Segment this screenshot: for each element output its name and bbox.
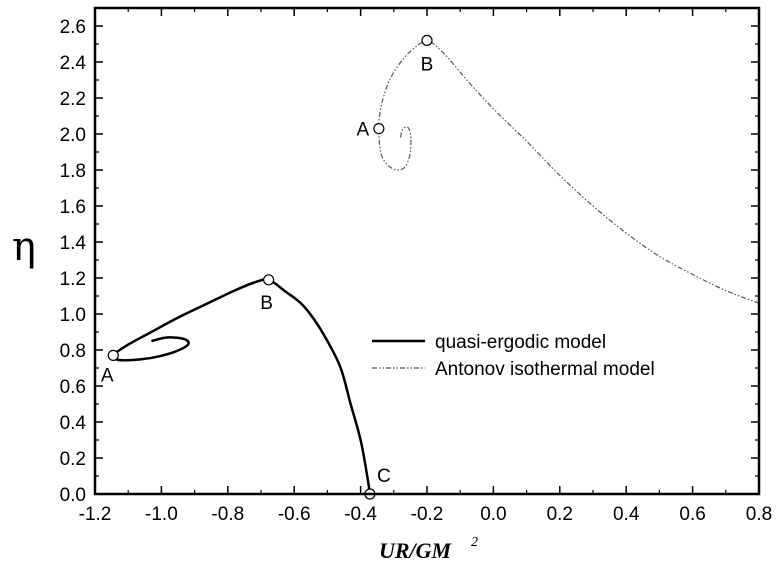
- y-tick-label: 0.0: [60, 485, 86, 506]
- x-tick-label: -0.2: [411, 504, 444, 525]
- marker-label-a: A: [101, 365, 114, 386]
- x-tick-label: 0.0: [480, 504, 506, 525]
- legend-label-quasi-ergodic: quasi-ergodic model: [435, 332, 606, 353]
- y-tick-label: 2.0: [60, 125, 86, 146]
- x-axis-label: UR/GM 2: [379, 535, 478, 563]
- x-axis-label-superscript: 2: [471, 535, 478, 550]
- x-tick-label: 0.2: [547, 504, 573, 525]
- marker-label-b: B: [260, 293, 273, 314]
- legend: quasi-ergodic model Antonov isothermal m…: [372, 332, 655, 380]
- series-line-quasi-ergodic: [111, 278, 372, 495]
- y-tick-label: 1.8: [60, 161, 86, 182]
- marker-label-c: C: [377, 466, 391, 487]
- y-tick-label: 0.6: [60, 377, 86, 398]
- x-tick-label: 0.4: [613, 504, 640, 525]
- y-tick-label: 2.2: [60, 89, 86, 110]
- x-tick-label: -0.8: [211, 504, 244, 525]
- x-tick-label: -1.0: [145, 504, 178, 525]
- y-tick-label: 2.6: [60, 17, 86, 38]
- x-axis-label-main: UR/GM: [379, 538, 453, 563]
- x-tick-label: -1.2: [79, 504, 112, 525]
- legend-label-antonov: Antonov isothermal model: [435, 359, 655, 380]
- y-tick-label: 0.2: [60, 449, 86, 470]
- x-tick-label: 0.8: [746, 504, 772, 525]
- y-tick-label: 0.4: [60, 413, 87, 434]
- y-tick-label: 1.2: [60, 269, 86, 290]
- series-layer: [111, 39, 760, 495]
- ticks-layer: -1.2 -1.0 -0.8 -0.6 -0.4 -0.2 0.0 0.2 0.4 0.6 0.8 0…: [60, 8, 772, 525]
- marker-point-b: [263, 274, 275, 286]
- marker-point-b: [421, 34, 433, 47]
- markers-layer: A B C A B: [101, 34, 434, 500]
- marker-label-b: B: [421, 54, 434, 75]
- y-tick-label: 2.4: [60, 53, 87, 74]
- x-tick-label: -0.4: [344, 504, 377, 525]
- y-tick-label: 1.0: [60, 305, 86, 326]
- plot-frame: [93, 6, 761, 496]
- y-tick-label: 0.8: [60, 341, 86, 362]
- marker-point-a: [373, 123, 385, 135]
- series-line-antonov: [377, 39, 760, 304]
- marker-label-a: A: [357, 120, 370, 141]
- marker-point-a: [107, 349, 119, 361]
- y-axis-label: η: [12, 224, 36, 270]
- x-tick-label: 0.6: [679, 504, 705, 525]
- y-tick-label: 1.4: [60, 233, 87, 254]
- x-tick-label: -0.6: [278, 504, 311, 525]
- y-tick-label: 1.6: [60, 197, 86, 218]
